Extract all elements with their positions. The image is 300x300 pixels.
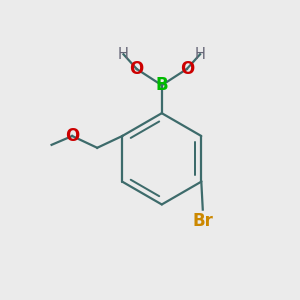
Text: O: O	[65, 127, 79, 145]
Text: H: H	[195, 47, 206, 62]
Text: O: O	[180, 60, 194, 78]
Text: O: O	[130, 60, 144, 78]
Text: B: B	[155, 76, 168, 94]
Text: H: H	[118, 47, 129, 62]
Text: Br: Br	[192, 212, 213, 230]
